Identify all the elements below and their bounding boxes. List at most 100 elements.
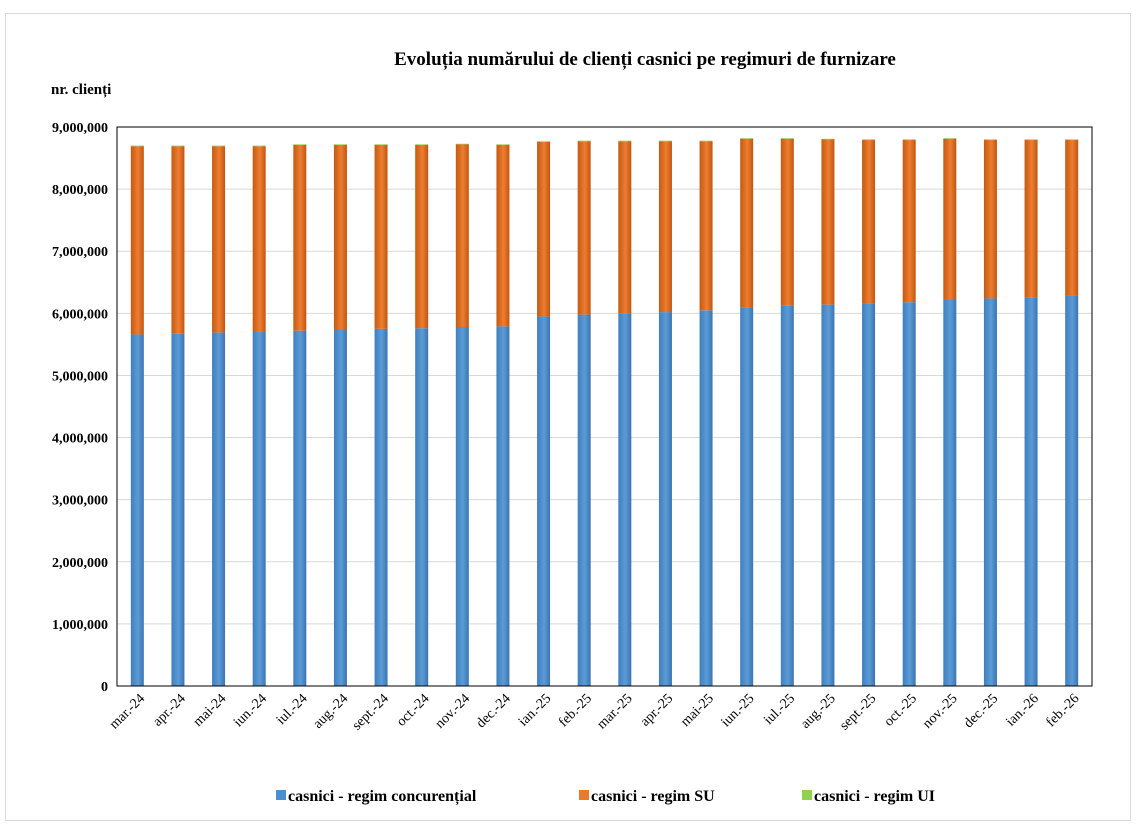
bar-segment-3 — [577, 140, 591, 142]
bar-segment-2 — [618, 141, 632, 314]
bar-segment-1 — [212, 332, 226, 686]
x-tick-label: mai-24 — [191, 691, 230, 730]
x-tick-label: iun.-25 — [719, 691, 758, 730]
bar-segment-1 — [577, 314, 591, 686]
bar-segment-3 — [983, 139, 997, 141]
bar-segment-3 — [658, 140, 672, 142]
bar-segment-1 — [780, 305, 794, 686]
legend-swatch-1 — [276, 790, 286, 800]
bar-segment-2 — [496, 145, 510, 327]
bar-segment-1 — [171, 333, 185, 686]
bar-segment-3 — [740, 138, 754, 139]
x-tick-label: feb.-25 — [556, 691, 595, 730]
y-tick-label: 4,000,000 — [52, 432, 108, 447]
bar-segment-1 — [658, 312, 672, 686]
bar-segment-1 — [902, 302, 916, 686]
bar-segment-2 — [537, 141, 551, 317]
bar-segment-3 — [130, 145, 144, 147]
bar-segment-2 — [130, 146, 144, 335]
bar-segment-3 — [171, 145, 185, 147]
y-tick-label: 8,000,000 — [52, 183, 108, 198]
x-tick-label: nov.-25 — [920, 691, 960, 731]
bar-segment-1 — [1024, 297, 1038, 686]
bar-segment-2 — [415, 145, 429, 329]
x-tick-label: ian.-26 — [1004, 691, 1042, 729]
bar-segment-1 — [537, 316, 551, 686]
x-tick-label: sept.-25 — [837, 691, 879, 733]
bar-segment-2 — [780, 138, 794, 306]
bar-segment-3 — [862, 139, 876, 141]
bar-segment-1 — [415, 328, 429, 686]
bar-segment-2 — [699, 141, 713, 311]
plot-area-border — [116, 126, 1093, 687]
bar-segment-1 — [983, 298, 997, 686]
x-tick-label: aug.-25 — [798, 691, 839, 732]
x-tick-label: sept.-24 — [350, 691, 392, 733]
bar-segment-2 — [212, 146, 226, 333]
bar-segment-2 — [1065, 140, 1079, 296]
x-tick-label: oct.-25 — [882, 691, 920, 729]
bar-segment-2 — [902, 140, 916, 303]
bar-segment-3 — [455, 143, 469, 145]
legend-swatch-3 — [802, 790, 812, 800]
bar-segment-3 — [943, 138, 957, 139]
bar-segment-2 — [821, 139, 835, 305]
x-tick-label: ian.-25 — [516, 691, 554, 729]
y-tick-label: 3,000,000 — [52, 494, 108, 509]
bar-segment-3 — [902, 139, 916, 141]
bar-segment-2 — [293, 145, 307, 331]
y-tick-label: 1,000,000 — [52, 618, 108, 633]
bar-segment-1 — [130, 334, 144, 686]
bar-segment-1 — [1065, 295, 1079, 686]
legend-label-1: casnici - regim concurențial — [288, 788, 477, 806]
bar-segment-1 — [455, 326, 469, 686]
x-tick-label: apr.-24 — [150, 691, 188, 729]
legend-label-3: casnici - regim UI — [814, 788, 935, 805]
bar-segment-3 — [1024, 139, 1038, 141]
bar-segment-2 — [252, 146, 266, 332]
bar-segment-3 — [1065, 139, 1079, 141]
bar-segment-2 — [374, 145, 388, 329]
bar-segment-3 — [333, 144, 347, 146]
bar-segment-2 — [658, 141, 672, 313]
bar-segment-2 — [983, 140, 997, 299]
x-tick-label: feb.-26 — [1044, 691, 1083, 730]
y-tick-label: 7,000,000 — [52, 245, 108, 260]
bar-segment-3 — [537, 141, 551, 142]
x-tick-label: mar.-25 — [595, 691, 636, 732]
bar-segment-2 — [1024, 140, 1038, 298]
bar-segment-3 — [821, 138, 835, 140]
bar-segment-1 — [333, 329, 347, 686]
bar-segment-3 — [293, 144, 307, 146]
bar-segment-1 — [618, 313, 632, 686]
x-tick-label: apr.-25 — [638, 691, 676, 729]
x-tick-label: dec.-24 — [474, 691, 514, 731]
legend-label-2: casnici - regim SU — [591, 788, 715, 805]
y-tick-label: 2,000,000 — [52, 556, 108, 571]
bar-segment-1 — [821, 304, 835, 686]
x-axis-ticks: mar.-24 apr.-24 mai-24 iun.-24 iul.-24 aug.-2… — [107, 691, 1082, 733]
bar-segment-3 — [780, 138, 794, 139]
bar-segment-2 — [577, 141, 591, 315]
x-tick-label: mar.-24 — [107, 691, 148, 732]
bar-segment-3 — [415, 144, 429, 146]
bar-segment-1 — [252, 331, 266, 686]
x-tick-label: oct.-24 — [394, 691, 432, 729]
bar-segment-1 — [496, 326, 510, 686]
bar-segment-1 — [374, 328, 388, 686]
bar-segment-3 — [252, 145, 266, 147]
x-tick-label: dec.-25 — [961, 691, 1001, 731]
y-tick-label: 0 — [101, 680, 108, 695]
y-tick-label: 5,000,000 — [52, 369, 108, 384]
bar-segment-3 — [618, 140, 632, 142]
legend: casnici - regim concurențial casnici - re… — [276, 788, 935, 806]
bar-segment-1 — [740, 307, 754, 686]
bar-segment-2 — [943, 138, 957, 300]
bar-segment-1 — [862, 303, 876, 686]
x-tick-label: iun.-24 — [231, 691, 270, 730]
bar-segment-2 — [455, 144, 469, 327]
x-tick-label: nov.-24 — [433, 691, 473, 731]
y-axis-label: nr. clienți — [51, 82, 111, 98]
y-tick-label: 9,000,000 — [52, 121, 108, 136]
